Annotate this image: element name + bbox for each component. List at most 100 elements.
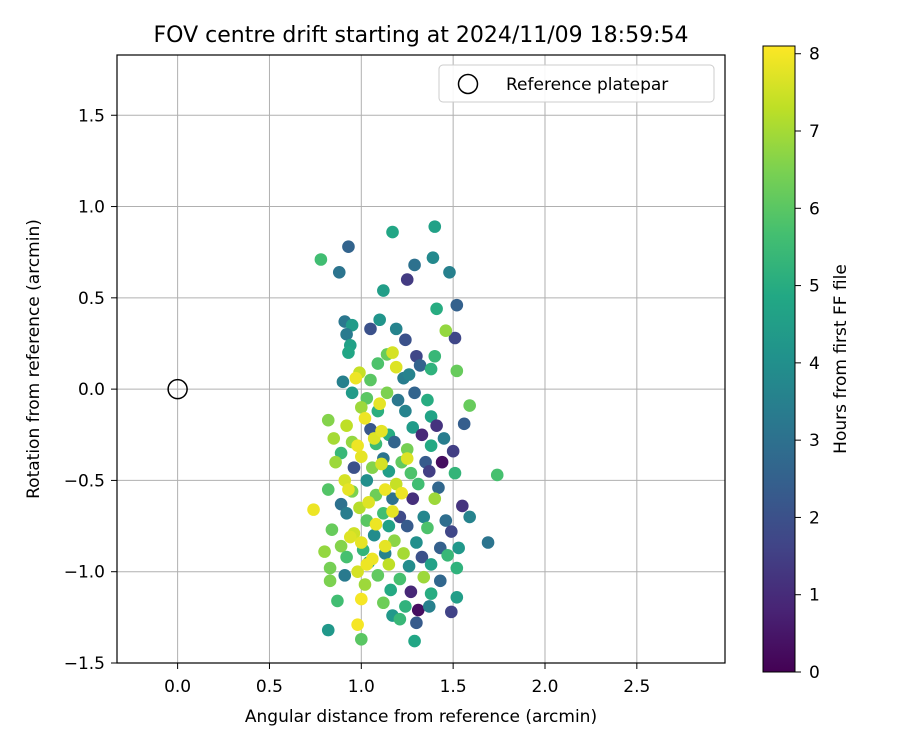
scatter-point	[421, 521, 434, 535]
scatter-point	[415, 550, 429, 564]
scatter-point	[430, 302, 443, 316]
colorbar-tick-label: 3	[809, 431, 820, 451]
scatter-point	[437, 432, 451, 445]
scatter-point	[355, 450, 368, 463]
scatter-point	[422, 464, 436, 478]
scatter-point	[342, 240, 355, 254]
scatter-point	[351, 618, 364, 631]
legend-label: Reference platepar	[506, 75, 668, 95]
scatter-point	[358, 578, 372, 591]
scatter-point	[411, 477, 425, 491]
y-axis-ticks: −1.5 −1.0 −0.5 0.0 0.5 1.0 1.5	[64, 106, 117, 674]
scatter-points	[307, 220, 504, 648]
scatter-point	[349, 371, 363, 385]
scatter-point	[432, 481, 445, 495]
colorbar-ticks: 0 1 2 3 4 5 6 7 8	[795, 45, 820, 683]
scatter-point	[400, 273, 414, 286]
scatter-point	[378, 483, 392, 496]
colorbar-tick-label: 1	[809, 586, 820, 606]
scatter-point	[404, 585, 418, 599]
scatter-point	[426, 251, 440, 264]
scatter-point	[388, 534, 401, 547]
scatter-point	[389, 322, 403, 336]
scatter-point	[408, 386, 421, 400]
colorbar-label: Hours from first FF file	[831, 264, 851, 454]
scatter-point	[369, 517, 383, 531]
colorbar-tick-label: 6	[809, 199, 820, 219]
scatter-point	[439, 324, 453, 337]
scatter-point	[448, 466, 462, 480]
scatter-point	[393, 572, 407, 586]
scatter-point	[325, 523, 339, 537]
colorbar-tick-label: 4	[809, 354, 820, 374]
scatter-point	[360, 474, 374, 487]
scatter-point	[380, 386, 394, 400]
scatter-point	[321, 413, 335, 427]
scatter-point	[490, 468, 504, 482]
scatter-point	[430, 419, 443, 432]
y-tick-label: −1.5	[64, 654, 105, 674]
scatter-point	[399, 333, 412, 347]
grid	[117, 55, 725, 664]
scatter-point	[340, 550, 353, 564]
scatter-point	[347, 461, 361, 474]
scatter-point	[395, 486, 409, 500]
scatter-point	[389, 360, 403, 374]
scatter-point	[463, 399, 476, 412]
y-axis-label: Rotation from reference (arcmin)	[24, 219, 44, 499]
scatter-point	[355, 632, 368, 646]
scatter-point	[318, 545, 331, 558]
scatter-point	[334, 497, 348, 511]
scatter-point	[355, 536, 368, 549]
scatter-point	[424, 362, 438, 376]
scatter-point	[334, 539, 348, 553]
scatter-point	[415, 428, 429, 442]
scatter-point	[413, 359, 427, 372]
scatter-point	[351, 439, 364, 453]
scatter-point	[382, 519, 396, 533]
scatter-point	[373, 313, 386, 327]
x-tick-label: 1.0	[348, 677, 375, 697]
y-tick-label: 0.0	[78, 380, 105, 400]
scatter-point	[424, 410, 438, 423]
scatter-point	[399, 404, 412, 418]
y-tick-label: 1.0	[78, 198, 105, 218]
colorbar-tick-label: 2	[809, 508, 820, 528]
scatter-point	[342, 346, 355, 359]
scatter-point	[424, 439, 438, 453]
scatter-point	[343, 530, 357, 544]
y-tick-label: −1.0	[64, 563, 105, 583]
scatter-point	[375, 424, 388, 438]
scatter-point	[399, 600, 412, 613]
scatter-point	[327, 432, 341, 445]
scatter-point	[408, 258, 421, 272]
scatter-point	[402, 368, 416, 381]
scatter-point	[331, 594, 344, 608]
scatter-point	[367, 528, 381, 542]
scatter-point	[342, 483, 355, 496]
scatter-point	[345, 318, 359, 332]
scatter-point	[364, 322, 377, 336]
scatter-point	[402, 559, 416, 573]
scatter-point	[329, 455, 342, 469]
scatter-point	[340, 328, 353, 341]
scatter-point	[456, 499, 469, 513]
scatter-point	[391, 393, 405, 407]
scatter-point	[446, 444, 460, 458]
scatter-point	[406, 421, 420, 434]
scatter-point	[450, 561, 464, 575]
scatter-point	[400, 519, 414, 533]
colorbar-tick-label: 0	[809, 663, 820, 683]
y-tick-label: 0.5	[78, 289, 105, 309]
scatter-point	[371, 569, 385, 582]
colorbar-tick-label: 5	[809, 277, 820, 297]
legend-marker-open-circle	[457, 73, 479, 95]
colorbar-tick-label: 7	[809, 122, 820, 142]
scatter-point	[340, 419, 353, 432]
scatter-point	[377, 596, 390, 610]
colorbar-tick-label: 8	[809, 45, 820, 65]
scatter-point	[411, 603, 425, 617]
scatter-point	[364, 373, 377, 387]
y-tick-label: −0.5	[64, 471, 105, 491]
x-axis-ticks: 0.0 0.5 1.0 1.5 2.0 2.5	[164, 663, 650, 697]
